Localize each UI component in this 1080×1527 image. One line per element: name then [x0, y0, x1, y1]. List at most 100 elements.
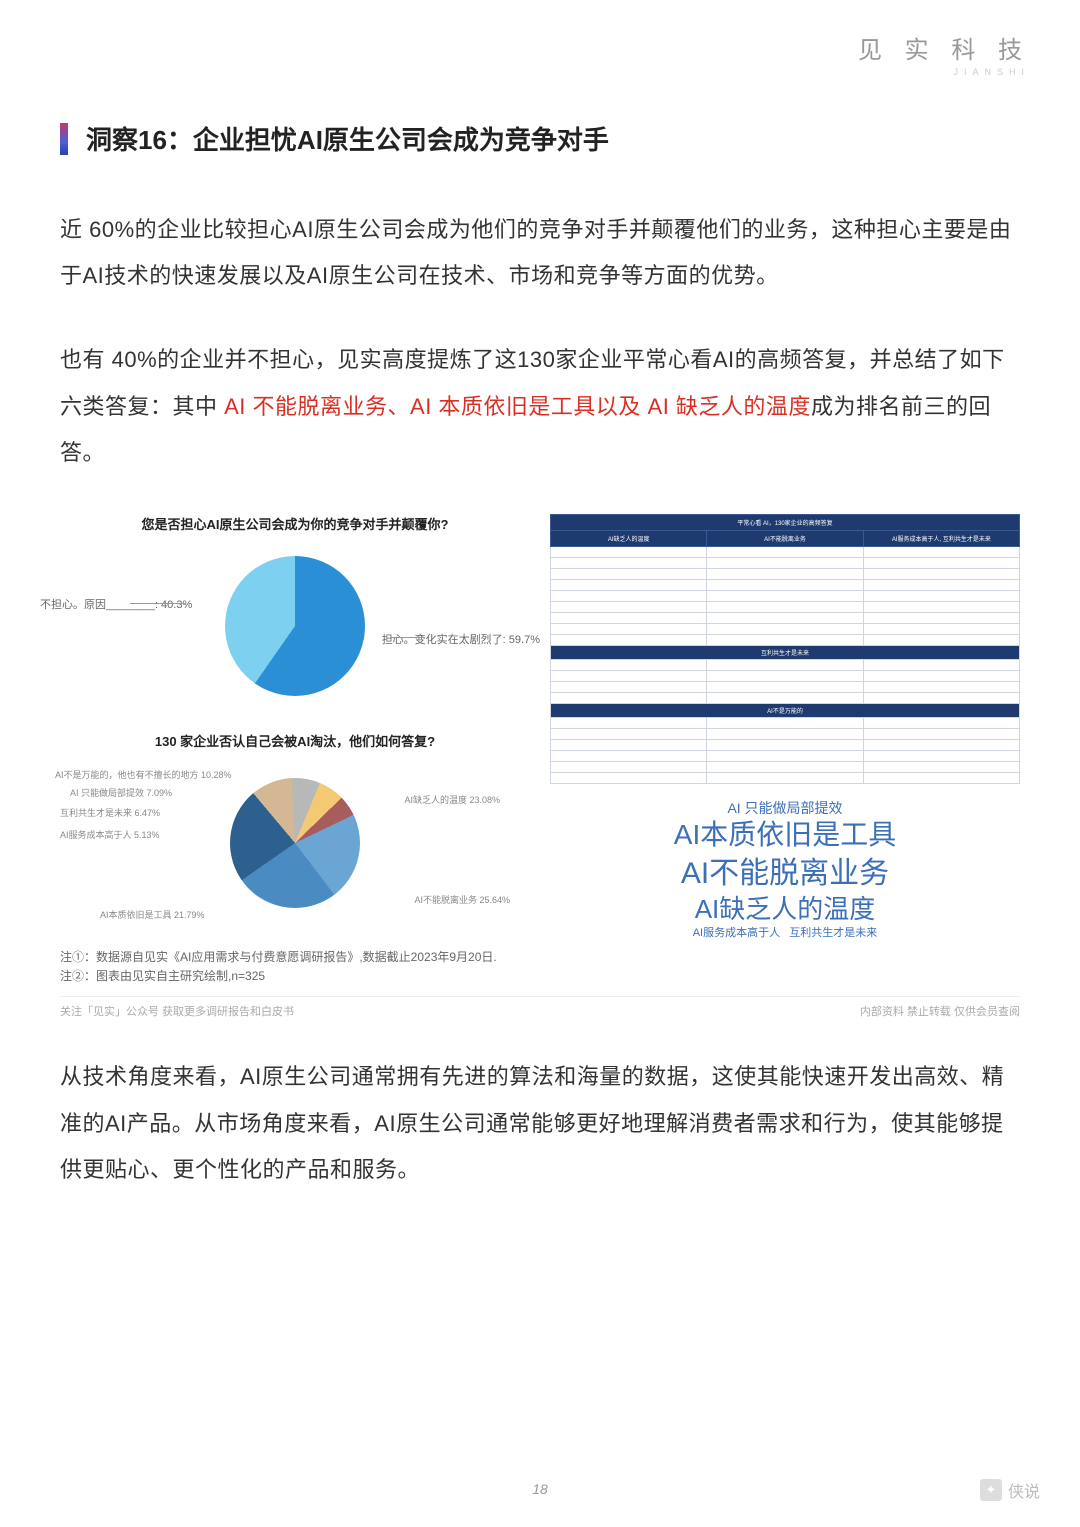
table-cell — [707, 601, 863, 612]
table-cell — [551, 670, 707, 681]
table-row — [551, 692, 1020, 703]
table-cell — [707, 681, 863, 692]
table-row — [551, 634, 1020, 645]
table-cell — [863, 670, 1019, 681]
table-cell — [863, 681, 1019, 692]
table-row — [551, 568, 1020, 579]
paragraph-2: 也有 40%的企业并不担心，见实高度提炼了这130家企业平常心看AI的高频答复，… — [60, 337, 1020, 476]
table-cell — [863, 728, 1019, 739]
paragraph-3: 从技术角度来看，AI原生公司通常拥有先进的算法和海量的数据，这使其能快速开发出高… — [60, 1054, 1020, 1193]
table-cell — [551, 659, 707, 670]
page-number: 18 — [532, 1481, 548, 1497]
table-cell — [707, 634, 863, 645]
wc-line-4: AI服务成本高于人 互利共生才是未来 — [550, 926, 1020, 940]
table-cell — [551, 601, 707, 612]
table-row — [551, 612, 1020, 623]
table-cell — [707, 590, 863, 601]
table-cell — [863, 772, 1019, 783]
table-cell — [863, 546, 1019, 557]
matrix-section-2: 互利共生才是未来 — [551, 645, 1020, 659]
table-cell — [551, 717, 707, 728]
matrix-title: 平常心看 AI，130家企业的高频答复 — [551, 514, 1020, 530]
heading-accent-bar — [60, 123, 68, 155]
table-row — [551, 659, 1020, 670]
table-cell — [707, 557, 863, 568]
table-cell — [863, 590, 1019, 601]
brand-block: 见 实 科 技 JIANSHI — [858, 30, 1030, 77]
table-cell — [551, 568, 707, 579]
table-cell — [863, 750, 1019, 761]
table-cell — [863, 557, 1019, 568]
table-cell — [707, 579, 863, 590]
heading-text: 洞察16：企业担忧AI原生公司会成为竞争对手 — [86, 120, 609, 157]
table-cell — [551, 557, 707, 568]
pie1-title: 您是否担心AI原生公司会成为你的竞争对手并颠覆你? — [60, 514, 530, 533]
table-cell — [551, 681, 707, 692]
table-row — [551, 681, 1020, 692]
table-row — [551, 579, 1020, 590]
document-page: 见 实 科 技 JIANSHI 洞察16：企业担忧AI原生公司会成为竞争对手 近… — [0, 0, 1080, 1527]
table-cell — [863, 659, 1019, 670]
table-cell — [551, 728, 707, 739]
table-cell — [863, 739, 1019, 750]
table-cell — [551, 579, 707, 590]
table-cell — [707, 717, 863, 728]
table-row — [551, 623, 1020, 634]
pie1-label-notworried: 不担心。原因________: 40.3% — [40, 596, 192, 612]
table-cell — [551, 739, 707, 750]
figure-right-column: 平常心看 AI，130家企业的高频答复 AI缺乏人的温度 AI不能脱离业务 AI… — [550, 514, 1020, 986]
table-cell — [863, 717, 1019, 728]
table-cell — [863, 692, 1019, 703]
note-2: 注②：图表由见实自主研究绘制,n=325 — [60, 967, 530, 986]
pie1-label-worried: 担心。变化实在太剧烈了: 59.7% — [382, 631, 540, 647]
table-row — [551, 546, 1020, 557]
wc-line-2: AI不能脱离业务 — [550, 854, 1020, 893]
pie2-label-6: AI缺乏人的温度 23.08% — [404, 793, 500, 806]
brand-en: JIANSHI — [858, 67, 1030, 77]
pie1-leader-2 — [130, 603, 185, 604]
table-cell — [707, 623, 863, 634]
table-row — [551, 601, 1020, 612]
note-1: 注①：数据源自见实《AI应用需求与付费意愿调研报告》,数据截止2023年9月20… — [60, 948, 530, 967]
watermark-text: 侠说 — [1008, 1478, 1040, 1502]
footer-right: 内部资料 禁止转载 仅供会员查阅 — [860, 1003, 1020, 1019]
table-row — [551, 772, 1020, 783]
table-row — [551, 590, 1020, 601]
table-row — [551, 728, 1020, 739]
matrix-table: 平常心看 AI，130家企业的高频答复 AI缺乏人的温度 AI不能脱离业务 AI… — [550, 514, 1020, 784]
table-row — [551, 670, 1020, 681]
matrix-section-3: AI不是万能的 — [551, 703, 1020, 717]
table-cell — [551, 634, 707, 645]
pie2-label-2: 互利共生才是未来 6.47% — [60, 806, 160, 819]
pie1-graphic — [225, 556, 365, 696]
table-cell — [707, 568, 863, 579]
pie1-wrap: 担心。变化实在太剧烈了: 59.7% 不担心。原因________: 40.3% — [60, 541, 530, 711]
table-cell — [551, 692, 707, 703]
table-cell — [863, 579, 1019, 590]
pie2-graphic — [230, 778, 360, 908]
table-cell — [707, 670, 863, 681]
heading-row: 洞察16：企业担忧AI原生公司会成为竞争对手 — [60, 120, 1020, 157]
table-cell — [707, 546, 863, 557]
table-cell — [551, 750, 707, 761]
pie2-title: 130 家企业否认自己会被AI淘汰，他们如何答复? — [60, 731, 530, 750]
table-row — [551, 761, 1020, 772]
table-cell — [707, 739, 863, 750]
pie2-label-5: AI不能脱离业务 25.64% — [414, 893, 510, 906]
brand-cn: 见 实 科 技 — [858, 30, 1030, 65]
table-cell — [551, 623, 707, 634]
figure-row: 您是否担心AI原生公司会成为你的竞争对手并颠覆你? 担心。变化实在太剧烈了: 5… — [60, 514, 1020, 986]
table-row — [551, 717, 1020, 728]
table-cell — [863, 761, 1019, 772]
table-cell — [707, 612, 863, 623]
footer-left: 关注「见实」公众号 获取更多调研报告和白皮书 — [60, 1003, 294, 1019]
table-cell — [707, 728, 863, 739]
table-cell — [863, 568, 1019, 579]
table-row — [551, 739, 1020, 750]
table-cell — [551, 590, 707, 601]
wechat-icon: ✦ — [980, 1479, 1002, 1501]
wc-line-0: AI 只能做局部提效 — [550, 799, 1020, 817]
table-cell — [707, 692, 863, 703]
pie2-label-3: AI服务成本高于人 5.13% — [60, 828, 160, 841]
figure-left-column: 您是否担心AI原生公司会成为你的竞争对手并颠覆你? 担心。变化实在太剧烈了: 5… — [60, 514, 530, 986]
